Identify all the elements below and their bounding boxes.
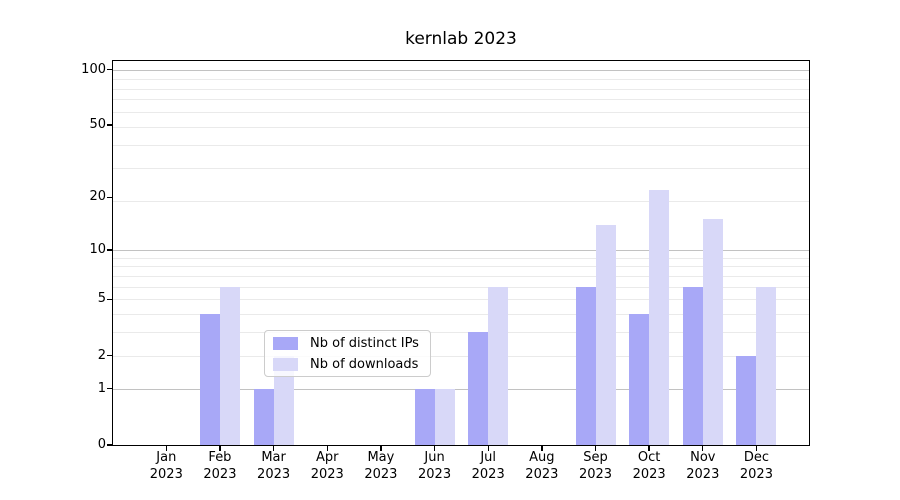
- x-tick-mark: [702, 446, 704, 451]
- bar-distinct-ips: [414, 388, 435, 445]
- x-tick-label: Oct 2023: [632, 450, 666, 482]
- x-tick-mark: [487, 446, 489, 451]
- axes-frame: [112, 60, 810, 446]
- bar-downloads: [649, 189, 670, 445]
- x-tick-label: Aug 2023: [525, 450, 559, 482]
- grid-line-minor: [113, 355, 809, 357]
- legend-label-distinct-ips: Nb of distinct IPs: [310, 335, 419, 351]
- bar-distinct-ips: [629, 314, 650, 445]
- grid-line-minor: [113, 144, 809, 146]
- legend-item-distinct-ips: Nb of distinct IPs: [273, 335, 430, 352]
- bar-downloads: [434, 388, 455, 445]
- bar-distinct-ips: [468, 332, 489, 445]
- grid-line-minor: [113, 111, 809, 113]
- y-tick-label: 100: [81, 61, 106, 77]
- grid-line-minor: [113, 168, 809, 170]
- grid-line-minor: [113, 201, 809, 203]
- grid-line-major: [113, 388, 809, 390]
- y-tick-label: 10: [89, 241, 106, 257]
- bar-distinct-ips: [736, 355, 757, 445]
- x-tick-label: May 2023: [364, 450, 398, 482]
- grid-line-minor: [113, 275, 809, 277]
- y-tick-label: 50: [89, 117, 106, 133]
- x-tick-mark: [541, 446, 543, 451]
- plot-area: [113, 61, 809, 445]
- legend: Nb of distinct IPs Nb of downloads: [264, 330, 431, 377]
- grid-line-major: [113, 249, 809, 251]
- grid-line-minor: [113, 126, 809, 128]
- legend-swatch-downloads: [273, 357, 298, 371]
- x-tick-label: Jul 2023: [471, 450, 505, 482]
- legend-swatch-distinct-ips: [273, 336, 298, 350]
- bar-distinct-ips: [253, 388, 274, 445]
- grid-line-minor: [113, 99, 809, 101]
- x-tick-label: Sep 2023: [578, 450, 613, 482]
- legend-label-downloads: Nb of downloads: [310, 356, 419, 372]
- x-tick-mark: [219, 446, 221, 451]
- x-tick-label: Jun 2023: [418, 450, 452, 482]
- x-tick-label: Feb 2023: [203, 450, 237, 482]
- chart-title: kernlab 2023: [405, 29, 517, 49]
- grid-line-minor: [113, 257, 809, 259]
- x-tick-label: Nov 2023: [686, 450, 720, 482]
- x-tick-mark: [594, 446, 597, 451]
- grid-line-minor: [113, 286, 809, 288]
- x-tick-label: Apr 2023: [310, 450, 344, 482]
- x-tick-label: Dec 2023: [739, 450, 773, 482]
- bar-downloads: [756, 286, 777, 445]
- x-tick-mark: [648, 446, 650, 451]
- y-tick-label: 5: [97, 291, 106, 307]
- bar-downloads: [488, 286, 509, 445]
- y-tick-label: 0: [97, 437, 106, 452]
- x-tick-mark: [165, 446, 167, 451]
- x-tick-mark: [755, 446, 758, 451]
- bar-downloads: [595, 224, 616, 445]
- y-tick-label: 2: [97, 347, 106, 363]
- grid-line-minor: [113, 78, 809, 80]
- grid-line-major: [113, 69, 809, 71]
- grid-line-minor: [113, 314, 809, 316]
- grid-line-minor: [113, 332, 809, 334]
- bar-downloads: [702, 219, 723, 445]
- bar-distinct-ips: [199, 314, 220, 445]
- x-tick-mark: [380, 446, 382, 451]
- x-tick-label: Jan 2023: [149, 450, 183, 482]
- grid-line-minor: [113, 299, 809, 301]
- grid-line-minor: [113, 266, 809, 268]
- x-tick-mark: [433, 446, 436, 451]
- x-tick-mark: [272, 446, 275, 451]
- legend-item-downloads: Nb of downloads: [273, 356, 430, 373]
- y-tick-label: 1: [97, 380, 106, 396]
- bar-distinct-ips: [575, 286, 596, 445]
- bar-distinct-ips: [682, 286, 703, 445]
- x-tick-mark: [326, 446, 328, 451]
- bar-downloads: [219, 286, 240, 445]
- grid-line-minor: [113, 88, 809, 90]
- bar-downloads: [273, 355, 294, 445]
- y-tick-label: 20: [89, 189, 106, 205]
- x-tick-label: Mar 2023: [257, 450, 291, 482]
